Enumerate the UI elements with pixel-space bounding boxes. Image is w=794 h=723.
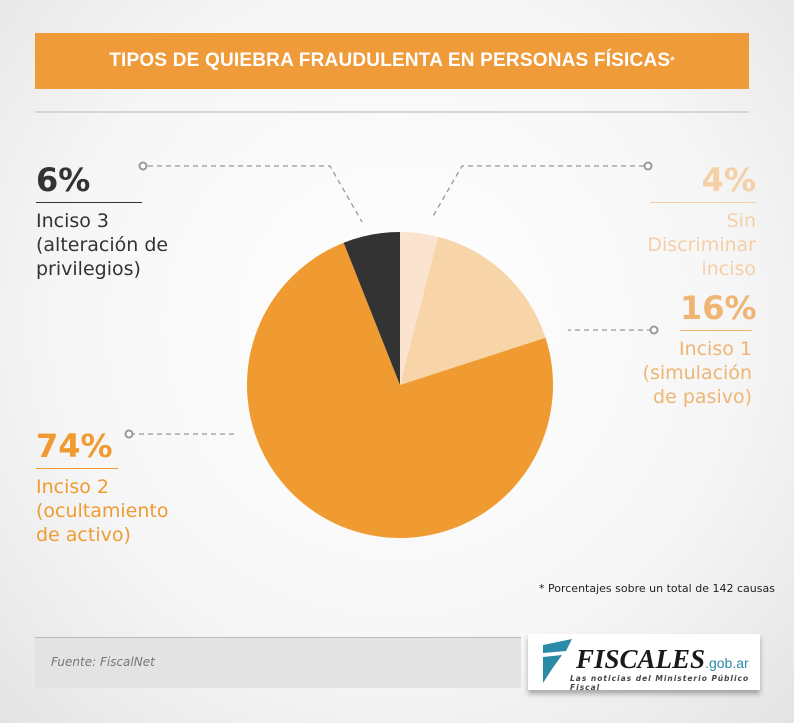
logo-f-icon bbox=[543, 639, 572, 683]
leader-line-inciso3 bbox=[148, 165, 363, 223]
label-inciso2: 74% Inciso 2 (ocultamiento de activo) bbox=[36, 428, 176, 547]
slice-label: Sin Discriminar inciso bbox=[647, 210, 756, 280]
fiscales-logo[interactable]: FISCALES.gob.ar Las noticias del Ministe… bbox=[528, 634, 760, 692]
source-bar: Fuente: FiscalNet bbox=[35, 637, 521, 688]
title-text: TIPOS DE QUIEBRA FRAUDULENTA EN PERSONAS… bbox=[109, 50, 671, 71]
leader-lines bbox=[130, 165, 652, 435]
label-inciso1: 16% Inciso 1 (simulación de pasivo) bbox=[642, 290, 757, 409]
marker-dot bbox=[124, 429, 134, 439]
pct-label: 6% bbox=[36, 162, 142, 203]
slice-label: Inciso 3 (alteración de privilegios) bbox=[36, 210, 169, 280]
pie-slice-1 bbox=[400, 236, 546, 385]
marker-dot bbox=[138, 161, 148, 171]
logo-tagline: Las noticias del Ministerio Público Fisc… bbox=[570, 674, 750, 692]
logo-domain: .gob.ar bbox=[705, 655, 749, 671]
marker-dot bbox=[649, 325, 659, 335]
pct-label: 16% bbox=[680, 290, 757, 331]
logo-name: FISCALES.gob.ar bbox=[576, 644, 749, 674]
pie-slice-3 bbox=[343, 232, 400, 385]
leader-line-sin-discriminar bbox=[431, 165, 644, 219]
pct-label: 4% bbox=[650, 162, 756, 203]
source-text: Fuente: FiscalNet bbox=[51, 655, 155, 669]
marker-dot bbox=[643, 161, 653, 171]
pie-slice-0 bbox=[400, 232, 439, 385]
footnote: * Porcentajes sobre un total de 142 caus… bbox=[539, 582, 775, 595]
pct-label: 74% bbox=[36, 428, 118, 469]
title-asterisk: * bbox=[670, 55, 675, 67]
label-inciso3: 6% Inciso 3 (alteración de privilegios) bbox=[36, 162, 176, 281]
label-sin-discriminar: 4% Sin Discriminar inciso bbox=[616, 162, 756, 281]
pie-slice-2 bbox=[247, 242, 553, 538]
chart-title: TIPOS DE QUIEBRA FRAUDULENTA EN PERSONAS… bbox=[35, 33, 749, 89]
slice-label: Inciso 1 (simulación de pasivo) bbox=[642, 338, 752, 408]
divider bbox=[35, 111, 749, 113]
slice-label: Inciso 2 (ocultamiento de activo) bbox=[36, 476, 169, 546]
